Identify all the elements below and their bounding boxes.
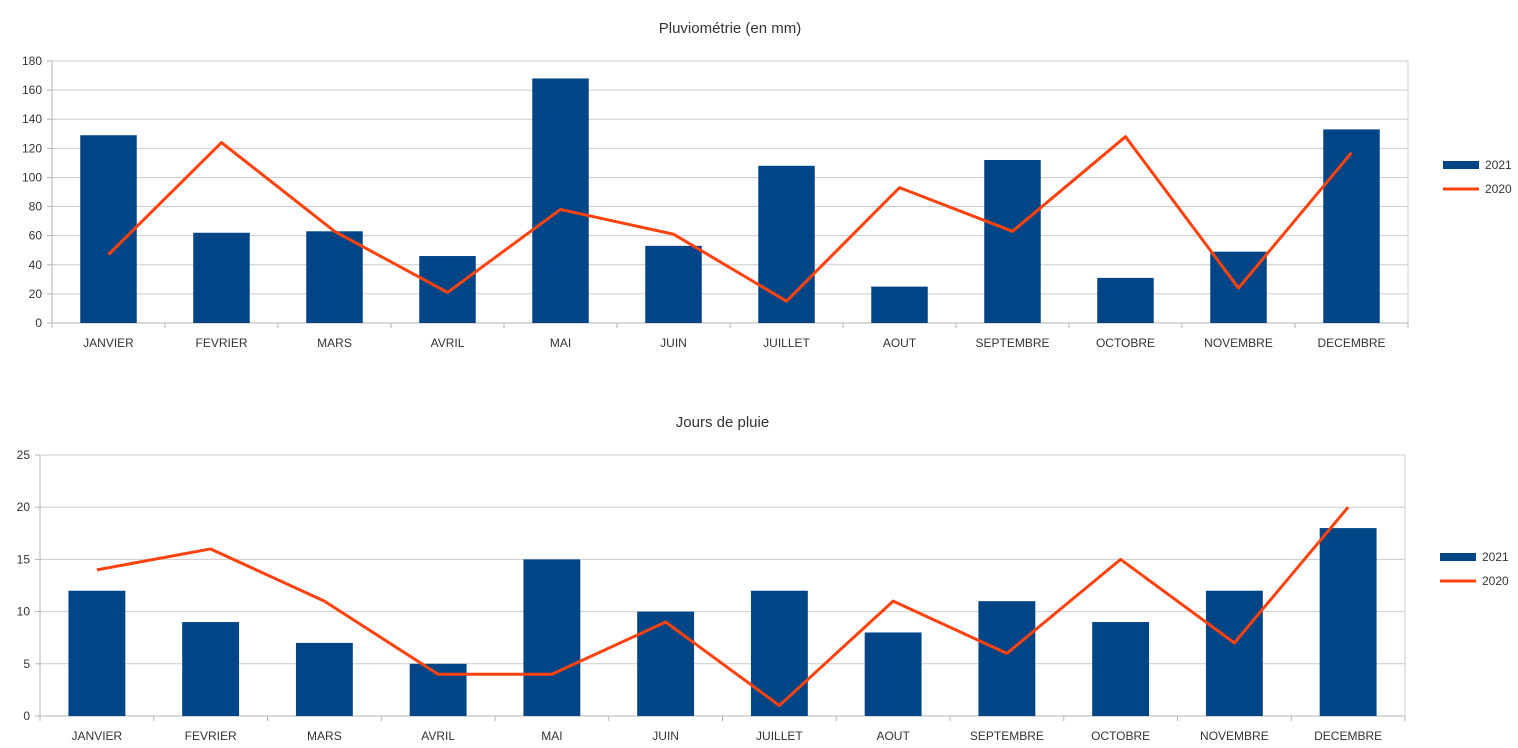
series-line-2020: [96, 506, 1350, 708]
x-tick-label: JANVIER: [83, 336, 134, 350]
x-tick-label: OCTOBRE: [1091, 729, 1150, 743]
x-tick-label: JANVIER: [72, 729, 123, 743]
bar-2021: [523, 559, 581, 716]
legend-swatch-2021: [1440, 553, 1476, 561]
y-tick-label: 120: [22, 141, 42, 155]
chart-title: Jours de pluie: [676, 414, 769, 431]
legend-label-2020: 2020: [1482, 574, 1509, 588]
bar-2021: [419, 256, 476, 323]
bar-2021: [68, 590, 126, 716]
bar-2021: [984, 159, 1041, 323]
legend-label-2020: 2020: [1485, 182, 1512, 196]
y-tick-label: 60: [29, 229, 43, 243]
legend-label-2021: 2021: [1482, 550, 1509, 564]
y-tick-label: 10: [17, 605, 31, 619]
x-tick-label: SEPTEMBRE: [975, 336, 1049, 350]
x-tick-label: AOUT: [883, 336, 917, 350]
x-tick-label: MAI: [550, 336, 571, 350]
chart-1: Pluviométrie (en mm) 0 20 40 60 80 100 120 140 16…: [22, 20, 1512, 350]
y-tick-label: 5: [23, 657, 30, 671]
x-tick-label: NOVEMBRE: [1200, 729, 1269, 743]
x-tick-label: SEPTEMBRE: [970, 729, 1044, 743]
y-tick-label: 25: [17, 448, 31, 462]
x-tick-label: FEVRIER: [195, 336, 247, 350]
bar-2021: [409, 663, 467, 716]
x-tick-label: DECEMBRE: [1317, 336, 1385, 350]
bar-2021: [80, 135, 137, 323]
x-tick-label: JUILLET: [756, 729, 803, 743]
legend-swatch-2021: [1443, 161, 1479, 169]
y-tick-label: 80: [29, 200, 43, 214]
y-tick-label: 40: [29, 258, 43, 272]
chart-2: Jours de pluie 0 5 10 15 20 25 JANVIER FEVRIER MA…: [17, 414, 1509, 743]
x-tick-label: MARS: [317, 336, 352, 350]
y-tick-label: 160: [22, 83, 42, 97]
bar-2021: [864, 632, 922, 716]
series-line-2020: [107, 135, 1353, 303]
x-tick-label: NOVEMBRE: [1204, 336, 1273, 350]
x-tick-label: AVRIL: [421, 729, 455, 743]
chart-title: Pluviométrie (en mm): [659, 20, 802, 37]
y-tick-label: 100: [22, 170, 42, 184]
bar-2021: [637, 611, 695, 716]
bar-2021: [295, 642, 353, 716]
bar-2021: [750, 590, 808, 716]
y-tick-label: 0: [23, 709, 30, 723]
bar-2021: [193, 232, 250, 323]
y-tick-label: 180: [22, 54, 42, 68]
y-tick-label: 0: [35, 316, 42, 330]
x-tick-label: FEVRIER: [185, 729, 237, 743]
bar-2021: [532, 78, 589, 323]
x-tick-label: JUIN: [652, 729, 679, 743]
x-tick-label: MAI: [541, 729, 562, 743]
bar-2021: [1323, 129, 1380, 323]
y-tick-label: 20: [17, 500, 31, 514]
x-tick-label: DECEMBRE: [1314, 729, 1382, 743]
bar-2021: [306, 231, 363, 323]
bar-2021: [1319, 528, 1377, 716]
bar-2021: [758, 165, 815, 323]
x-tick-label: OCTOBRE: [1096, 336, 1155, 350]
bar-2021: [645, 245, 702, 323]
x-tick-label: JUIN: [660, 336, 687, 350]
x-tick-label: AOUT: [876, 729, 910, 743]
x-tick-label: AVRIL: [431, 336, 465, 350]
bar-2021: [1092, 622, 1150, 716]
x-tick-label: MARS: [307, 729, 342, 743]
bar-2021: [1205, 590, 1263, 716]
y-tick-label: 140: [22, 112, 42, 126]
bar-2021: [1097, 277, 1154, 323]
bar-2021: [182, 622, 240, 716]
y-tick-label: 20: [29, 287, 43, 301]
bar-2021: [871, 286, 928, 323]
x-tick-label: JUILLET: [763, 336, 810, 350]
y-tick-label: 15: [17, 552, 31, 566]
bar-2021: [978, 601, 1036, 716]
legend-label-2021: 2021: [1485, 158, 1512, 172]
